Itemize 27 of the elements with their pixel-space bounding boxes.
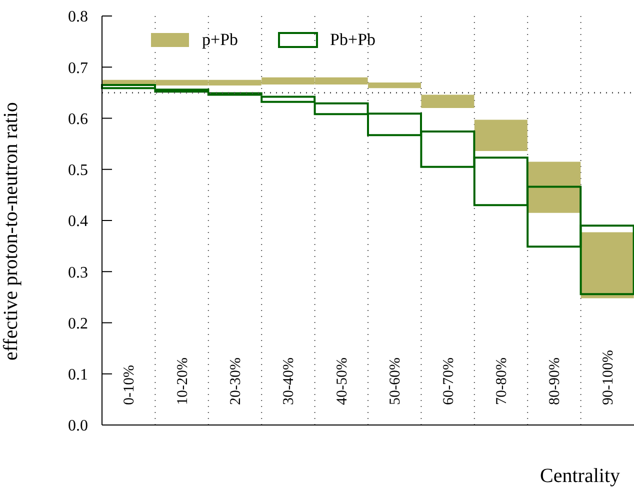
- x-tick-label: 10-20%: [174, 358, 191, 405]
- x-tick-label: 70-80%: [494, 358, 510, 405]
- bar: [580, 232, 634, 298]
- y-tick-label: 0.5: [68, 162, 88, 180]
- y-tick-label: 0.0: [68, 418, 88, 435]
- x-tick-label: 80-90%: [547, 358, 564, 405]
- y-axis-title: effective proton-to-neutron ratio: [0, 102, 22, 360]
- y-tick-label: 0.2: [68, 315, 88, 332]
- y-tick-label: 0.7: [68, 60, 88, 77]
- legend-label: Pb+Pb: [330, 30, 376, 50]
- bar: [421, 94, 474, 108]
- y-tick-label: 0.6: [68, 110, 88, 128]
- x-axis-title: Centrality: [540, 465, 620, 488]
- y-tick-label: 0.1: [68, 366, 88, 384]
- x-tick-label: 60-70%: [440, 358, 457, 405]
- bar: [474, 120, 528, 151]
- legend-label: p+Pb: [202, 30, 238, 50]
- x-tick-label: 0-10%: [122, 365, 138, 405]
- x-tick-label: 90-100%: [600, 350, 616, 405]
- x-tick-label: 20-30%: [228, 358, 244, 405]
- y-tick-label: 0.3: [68, 264, 88, 282]
- y-tick-label: 0.8: [68, 8, 88, 26]
- bar: [528, 162, 581, 213]
- x-tick-label: 30-40%: [281, 358, 298, 405]
- x-tick-label: 50-60%: [388, 358, 404, 405]
- x-tick-label: 40-50%: [334, 358, 350, 405]
- y-tick-label: 0.4: [68, 213, 88, 230]
